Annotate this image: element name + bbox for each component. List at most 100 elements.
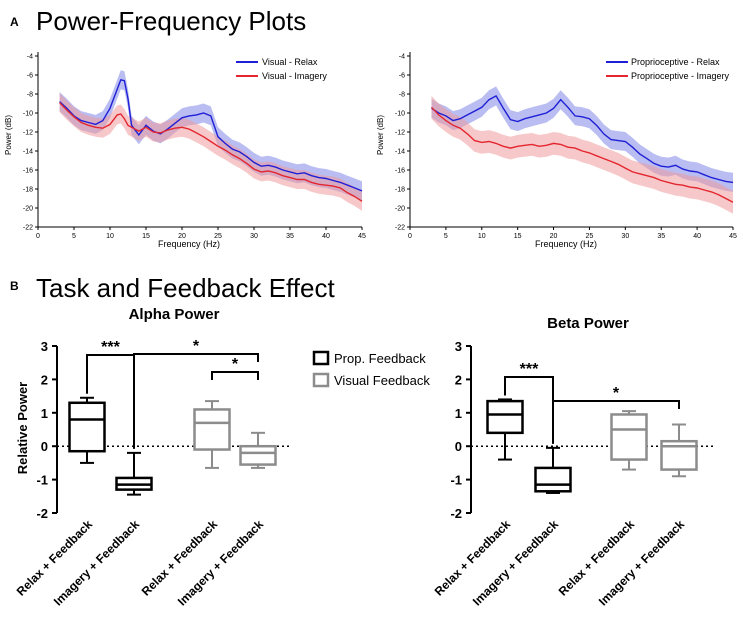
y-tick-label: -20 bbox=[395, 206, 405, 213]
x-tick-label: 10 bbox=[478, 233, 486, 240]
x-tick-label: 0 bbox=[408, 233, 412, 240]
box-3 bbox=[193, 400, 231, 469]
significance-bracket: * bbox=[211, 356, 259, 380]
y-tick-label: -2 bbox=[36, 506, 48, 521]
category-label: Relax + Feedback bbox=[139, 517, 221, 599]
box-iqr bbox=[239, 444, 277, 466]
power-frequency-plot-proprioceptive: Power (dB) Frequency (Hz) Proprioceptive… bbox=[376, 52, 737, 249]
y-tick-label: -20 bbox=[23, 206, 33, 213]
y-tick-label: 1 bbox=[455, 406, 462, 421]
y-tick-label: -18 bbox=[23, 187, 33, 194]
panel-b-letter: B bbox=[10, 279, 19, 293]
bracket-line bbox=[211, 371, 259, 380]
x-tick-label: 20 bbox=[550, 233, 558, 240]
x-tick-label: 35 bbox=[286, 233, 294, 240]
panel-a-title: Power-Frequency Plots bbox=[36, 6, 306, 36]
y-tick-label: -22 bbox=[23, 225, 33, 232]
y-tick-label: -14 bbox=[395, 149, 405, 156]
confidence-band-imagery bbox=[59, 93, 362, 211]
significance-bracket: * bbox=[552, 385, 680, 409]
box-2 bbox=[534, 446, 572, 494]
y-tick-label: -1 bbox=[36, 473, 48, 488]
y-axis-label: Relative Power bbox=[15, 382, 30, 475]
x-tick-label: 0 bbox=[36, 233, 40, 240]
x-tick-label: 40 bbox=[322, 233, 330, 240]
panel-a-letter: A bbox=[10, 15, 19, 29]
x-tick-label: 45 bbox=[729, 233, 737, 240]
bracket-line bbox=[504, 376, 554, 444]
bracket-line bbox=[552, 400, 680, 409]
box-plot-alpha: Alpha Power Relative Power 3210-1-2Relax… bbox=[14, 306, 290, 608]
legend: Visual - Relax Visual - Imagery bbox=[236, 57, 327, 81]
x-axis-label: Frequency (Hz) bbox=[158, 239, 220, 249]
y-tick-label: 3 bbox=[455, 339, 462, 354]
y-tick-label: -22 bbox=[395, 225, 405, 232]
significance-bracket: * bbox=[133, 338, 259, 362]
y-tick-label: -16 bbox=[23, 168, 33, 175]
category-label: Imagery + Feedback bbox=[596, 517, 687, 608]
y-tick-label: -2 bbox=[450, 506, 462, 521]
box-iqr bbox=[610, 413, 648, 461]
y-tick-label: -12 bbox=[395, 130, 405, 137]
y-tick-label: 0 bbox=[455, 439, 462, 454]
category-label: Imagery + Feedback bbox=[51, 517, 142, 608]
box-iqr bbox=[68, 401, 106, 453]
x-tick-label: 45 bbox=[358, 233, 366, 240]
legend: Proprioceptive - Relax Proprioceptive - … bbox=[606, 57, 730, 81]
plot-title: Alpha Power bbox=[129, 306, 220, 323]
y-tick-label: -10 bbox=[23, 111, 33, 118]
feedback-legend: Prop. Feedback Visual Feedback bbox=[312, 350, 430, 388]
box-4 bbox=[239, 431, 277, 469]
box-1 bbox=[486, 398, 524, 461]
x-tick-label: 40 bbox=[693, 233, 701, 240]
x-tick-label: 30 bbox=[250, 233, 258, 240]
y-tick-label: -10 bbox=[395, 111, 405, 118]
plot-title: Beta Power bbox=[547, 315, 629, 332]
bracket-line bbox=[86, 354, 135, 449]
y-tick-label: -8 bbox=[399, 92, 405, 99]
y-tick-label: 2 bbox=[455, 372, 462, 387]
y-axis-label: Power (dB) bbox=[4, 115, 13, 155]
y-axis-label: Power (dB) bbox=[376, 115, 385, 155]
significance-label: * bbox=[193, 338, 200, 355]
y-tick-label: -4 bbox=[399, 54, 405, 61]
y-tick-label: -6 bbox=[399, 73, 405, 80]
y-tick-label: -16 bbox=[395, 168, 405, 175]
series-line-imagery bbox=[59, 102, 363, 202]
significance-label: *** bbox=[101, 339, 120, 356]
significance-bracket: *** bbox=[504, 361, 554, 444]
x-tick-label: 35 bbox=[657, 233, 665, 240]
box-3 bbox=[610, 410, 648, 471]
legend-label-relax: Visual - Relax bbox=[262, 57, 318, 67]
y-tick-label: -18 bbox=[395, 187, 405, 194]
y-tick-label: -14 bbox=[23, 149, 33, 156]
box-4 bbox=[660, 423, 698, 478]
y-tick-label: 1 bbox=[41, 406, 48, 421]
legend-label-relax: Proprioceptive - Relax bbox=[631, 57, 720, 67]
series-line-relax bbox=[431, 94, 734, 184]
category-label: Relax + Feedback bbox=[14, 517, 96, 599]
box-iqr bbox=[193, 408, 231, 451]
legend-label-prop: Prop. Feedback bbox=[334, 351, 426, 366]
x-tick-label: 30 bbox=[621, 233, 629, 240]
x-tick-label: 20 bbox=[178, 233, 186, 240]
significance-bracket: *** bbox=[86, 339, 135, 449]
significance-label: * bbox=[232, 356, 239, 373]
y-tick-label: -6 bbox=[27, 73, 33, 80]
x-tick-label: 10 bbox=[106, 233, 114, 240]
x-tick-label: 15 bbox=[514, 233, 522, 240]
power-frequency-plot-visual: Power (dB) Frequency (Hz) Visual - Relax… bbox=[4, 52, 366, 249]
panel-b-title: Task and Feedback Effect bbox=[36, 273, 335, 303]
series-line-relax bbox=[59, 78, 363, 192]
legend-label-imagery: Proprioceptive - Imagery bbox=[631, 71, 730, 81]
x-tick-label: 5 bbox=[444, 233, 448, 240]
category-label: Imagery + Feedback bbox=[175, 517, 266, 608]
y-tick-label: 2 bbox=[41, 372, 48, 387]
confidence-band-imagery bbox=[431, 95, 733, 214]
y-tick-label: -4 bbox=[27, 54, 33, 61]
category-label: Imagery + Feedback bbox=[470, 517, 561, 608]
y-tick-label: -8 bbox=[27, 92, 33, 99]
x-tick-label: 25 bbox=[214, 233, 222, 240]
x-axis-label: Frequency (Hz) bbox=[535, 239, 597, 249]
